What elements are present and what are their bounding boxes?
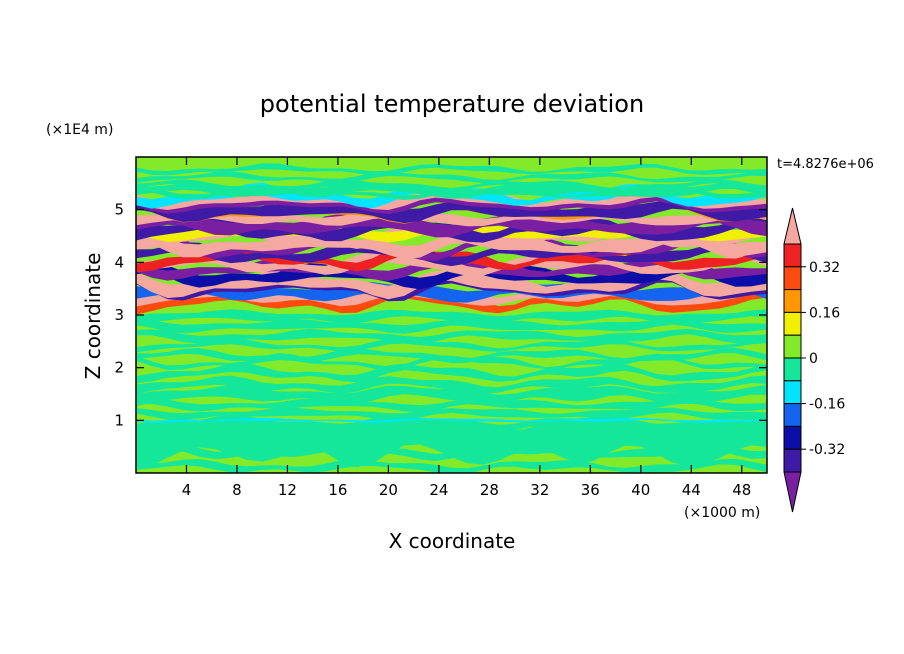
colorbar-tick-label: 0.16 [809, 305, 840, 321]
colorbar-tick-label: -0.32 [809, 442, 845, 458]
x-ticks: 4 8 12 16 20 24 28 32 36 40 44 48 [182, 157, 751, 499]
colorbar: 0.32 0.16 0 -0.16 -0.32 [783, 207, 845, 513]
colorbar-tick-label: 0 [809, 351, 818, 367]
x-tick-label: 28 [480, 481, 499, 499]
y-tick-label: 5 [114, 201, 124, 219]
field-band-low [136, 338, 767, 353]
colorbar-level [783, 289, 802, 313]
x-tick-label: 16 [328, 481, 347, 499]
field-band-upper [136, 281, 767, 303]
chart-title: potential temperature deviation [260, 90, 644, 118]
x-axis-label: X coordinate [389, 529, 516, 553]
field-band-low [136, 398, 767, 413]
y-tick-label: 1 [114, 411, 124, 429]
field-band-low [136, 375, 767, 394]
field-band-low [136, 353, 767, 371]
x-tick-label: 48 [732, 481, 751, 499]
field-band-z1 [136, 417, 767, 423]
field-band-low [136, 319, 767, 334]
colorbar-tick-label: 0.32 [809, 260, 840, 276]
x-tick-label: 32 [530, 481, 549, 499]
field-band-top [136, 187, 767, 200]
y-axis-label: Z coordinate [81, 253, 105, 380]
field-band-low [136, 458, 767, 473]
field-band-top [136, 171, 767, 183]
colorbar-max-triangle [783, 207, 802, 245]
time-label: t=4.8276e+06 [777, 157, 874, 172]
contour-field [136, 163, 767, 473]
x-tick-label: 36 [581, 481, 600, 499]
y-tick-label: 4 [114, 253, 124, 271]
field-band-upper [136, 241, 767, 267]
field-band-low [136, 362, 767, 384]
x-tick-label: 40 [631, 481, 650, 499]
colorbar-level [783, 403, 802, 427]
colorbar-level [783, 448, 802, 473]
y-tick-label: 3 [114, 306, 124, 324]
colorbar-level [783, 243, 802, 268]
x-tick-label: 12 [278, 481, 297, 499]
field-band-upper [136, 234, 767, 262]
x-tick-label: 8 [232, 481, 242, 499]
colorbar-level [783, 425, 802, 450]
y-ticks: 1 2 3 4 5 [114, 201, 767, 429]
colorbar-min-triangle [783, 471, 802, 513]
field-band-low [136, 309, 767, 325]
x-tick-label: 4 [182, 481, 192, 499]
x-tick-label: 24 [429, 481, 448, 499]
field-band-low [136, 384, 767, 406]
colorbar-tick-label: -0.16 [809, 397, 845, 413]
colorbar-level [783, 357, 802, 382]
y-axis-unit: (×1E4 m) [46, 122, 113, 138]
field-band-bottom [136, 420, 767, 469]
colorbar-level [783, 380, 802, 405]
field-band-upper [136, 213, 767, 238]
field-band-low [136, 442, 767, 461]
x-axis-unit: (×1000 m) [684, 505, 760, 521]
colorbar-level [783, 334, 802, 359]
x-tick-label: 20 [379, 481, 398, 499]
colorbar-level [783, 266, 802, 291]
y-tick-label: 2 [114, 359, 124, 377]
x-tick-label: 44 [682, 481, 701, 499]
colorbar-level [783, 311, 802, 336]
field-band-top [136, 163, 767, 176]
